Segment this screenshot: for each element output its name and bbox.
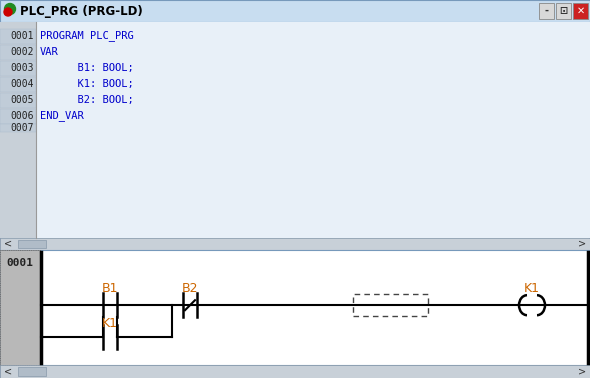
Text: K1: K1 [524, 282, 540, 295]
Text: B2: BOOL;: B2: BOOL; [40, 95, 134, 105]
Text: K1: BOOL;: K1: BOOL; [40, 79, 134, 89]
Bar [18, 367, 46, 376]
Text: B1: B1 [101, 282, 118, 295]
Bar [18, 240, 46, 248]
Bar [0, 365, 590, 378]
Bar [0, 29, 36, 44]
Text: PROGRAM PLC_PRG: PROGRAM PLC_PRG [40, 31, 134, 42]
Text: ✕: ✕ [576, 6, 585, 16]
Bar [539, 3, 554, 19]
Bar [0, 124, 36, 132]
Text: K1: K1 [102, 317, 118, 330]
Text: END_VAR: END_VAR [40, 110, 84, 121]
Bar [0, 0, 590, 22]
Text: 0001: 0001 [11, 31, 34, 41]
Text: VAR: VAR [40, 47, 59, 57]
Text: 0003: 0003 [11, 63, 34, 73]
Bar [0, 109, 36, 124]
Text: B2: B2 [182, 282, 198, 295]
Text: 0007: 0007 [11, 123, 34, 133]
Text: PLC_PRG (PRG-LD): PLC_PRG (PRG-LD) [20, 5, 143, 17]
Text: 0006: 0006 [11, 111, 34, 121]
Bar [0, 45, 36, 60]
Text: B1: BOOL;: B1: BOOL; [40, 63, 134, 73]
Bar [573, 3, 588, 19]
Bar [0, 61, 36, 76]
Circle shape [4, 8, 12, 16]
Text: <: < [4, 367, 12, 377]
Text: >: > [578, 367, 586, 377]
Bar [0, 77, 36, 92]
Text: ⊡: ⊡ [559, 6, 568, 16]
Text: 0005: 0005 [11, 95, 34, 105]
Text: -: - [545, 6, 549, 16]
Circle shape [5, 3, 15, 14]
Bar [0, 22, 590, 238]
Bar [556, 3, 571, 19]
Bar [0, 22, 36, 238]
Text: 0002: 0002 [11, 47, 34, 57]
Bar [0, 250, 40, 365]
Bar [0, 250, 40, 365]
Bar [353, 294, 428, 316]
Text: 0004: 0004 [11, 79, 34, 89]
Bar [0, 93, 36, 108]
Bar [0, 238, 590, 250]
Text: 0001: 0001 [6, 258, 34, 268]
Text: <: < [4, 239, 12, 249]
Text: >: > [578, 239, 586, 249]
Bar [0, 250, 590, 365]
